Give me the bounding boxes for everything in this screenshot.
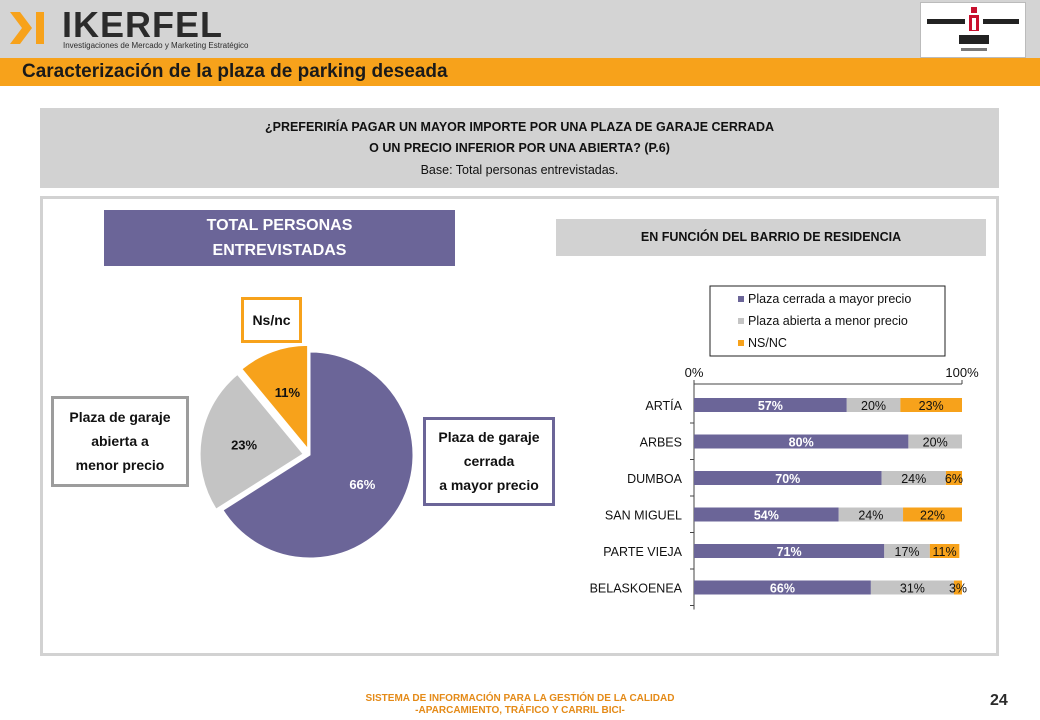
bar-segment-abierta	[884, 544, 930, 558]
page-number: 24	[990, 692, 1008, 709]
category-label: BELASKOENEA	[590, 582, 683, 596]
category-label: PARTE VIEJA	[603, 545, 682, 559]
bar-segment-nsnc	[953, 580, 962, 595]
bar-data-label-nsnc: 23%	[919, 399, 944, 413]
bar-data-label-abierta: 20%	[861, 399, 886, 413]
pie-slice-abierta	[199, 373, 304, 510]
bar-segment-abierta	[908, 434, 962, 449]
bar-data-label-abierta: 24%	[901, 472, 926, 486]
bar-segment-nsnc	[900, 398, 962, 412]
logo-name: IKERFEL	[62, 4, 224, 45]
legend-label-cerrada: Plaza cerrada a mayor precio	[748, 292, 911, 306]
legend-label-nsnc: NS/NC	[748, 336, 787, 350]
question-line-2: O UN PRECIO INFERIOR POR UNA ABIERTA? (P…	[369, 141, 670, 155]
bar-segment-cerrada	[694, 580, 871, 595]
category-label: ARBES	[640, 436, 682, 450]
bar-data-label-abierta: 31%	[900, 582, 925, 596]
bar-segment-cerrada	[694, 507, 839, 522]
bar-legend-box	[709, 285, 946, 357]
bar-segment-cerrada	[694, 544, 885, 558]
bar-segment-nsnc	[945, 471, 962, 485]
category-label: SAN MIGUEL	[605, 509, 682, 523]
footer-line-1: SISTEMA DE INFORMACIÓN PARA LA GESTIÓN D…	[365, 693, 675, 704]
legend-swatch-nsnc	[738, 340, 744, 346]
bar-data-label-nsnc: 22%	[920, 509, 945, 523]
callout-abierta: Plaza de garaje abierta a menor precio	[51, 396, 189, 487]
footer-line-2: -APARCAMIENTO, TRÁFICO Y CARRIL BICI-	[415, 705, 625, 716]
bar-data-label-cerrada: 71%	[777, 545, 802, 559]
total-header: TOTAL PERSONAS ENTREVISTADAS	[104, 210, 455, 266]
callout-abierta-line-1: Plaza de garaje	[69, 409, 171, 425]
bar-data-label-nsnc: 11%	[933, 545, 957, 559]
bar-segment-nsnc	[929, 544, 960, 558]
bar-data-label-abierta: 17%	[895, 545, 920, 559]
total-header-line-1: TOTAL PERSONAS	[206, 217, 353, 234]
bar-data-label-nsnc: 3%	[949, 582, 967, 596]
category-label: ARTÍA	[645, 398, 682, 413]
pie-label-nsnc: 11%	[275, 385, 301, 400]
pie-label-cerrada: 66%	[349, 477, 375, 492]
question-line-1: ¿PREFERIRÍA PAGAR UN MAYOR IMPORTE POR U…	[264, 120, 775, 134]
callout-cerrada: Plaza de garaje cerrada a mayor precio	[423, 417, 555, 506]
axis-label-max: 100%	[945, 365, 979, 380]
category-label: DUMBOA	[627, 472, 683, 486]
ikerfel-chevron-icon	[10, 12, 44, 44]
bar-data-label-cerrada: 66%	[770, 582, 795, 596]
bar-segment-abierta	[846, 398, 901, 412]
bar-legend: Plaza cerrada a mayor precio Plaza abiert…	[709, 285, 946, 357]
header-band	[0, 0, 1040, 58]
bar-segment-abierta	[838, 507, 904, 522]
pie-chart: 66% 23% 11%	[199, 344, 414, 559]
question-base: Base: Total personas entrevistadas.	[420, 163, 619, 177]
bar-segment-cerrada	[694, 398, 847, 412]
legend-swatch-cerrada	[738, 296, 744, 302]
callout-cerrada-line-3: a mayor precio	[439, 477, 539, 493]
legend-label-abierta: Plaza abierta a menor precio	[748, 314, 908, 328]
bar-data-label-cerrada: 80%	[789, 436, 814, 450]
barrio-header: EN FUNCIÓN DEL BARRIO DE RESIDENCIA	[556, 219, 986, 256]
logo-tagline: Investigaciones de Mercado y Marketing E…	[63, 41, 249, 50]
callout-abierta-line-2: abierta a	[91, 433, 149, 449]
legend-swatch-abierta	[738, 318, 744, 324]
title-bar	[0, 58, 1040, 86]
bar-segment-nsnc	[903, 507, 962, 522]
bar-data-label-cerrada: 57%	[758, 399, 783, 413]
pie-slice-nsnc	[241, 344, 309, 450]
bar-segment-abierta	[870, 580, 954, 595]
axis-label-min: 0%	[685, 365, 704, 380]
question-box: ¿PREFERIRÍA PAGAR UN MAYOR IMPORTE POR U…	[40, 108, 999, 188]
pie-slice-cerrada	[222, 351, 414, 559]
bar-segment-abierta	[881, 471, 946, 485]
bar-data-label-abierta: 24%	[858, 509, 883, 523]
callout-cerrada-line-1: Plaza de garaje	[438, 429, 540, 445]
pie-label-abierta: 23%	[231, 438, 257, 453]
irun-municipal-logo-icon	[920, 2, 1026, 58]
bar-data-label-nsnc: 6%	[945, 472, 963, 486]
callout-nsnc: Ns/nc	[241, 297, 302, 343]
bar-data-label-cerrada: 70%	[775, 472, 800, 486]
bar-segment-cerrada	[694, 471, 882, 485]
bar-data-label-abierta: 20%	[923, 436, 948, 450]
total-header-line-2: ENTREVISTADAS	[212, 242, 347, 259]
bar-data-label-cerrada: 54%	[754, 509, 779, 523]
footer-text: SISTEMA DE INFORMACIÓN PARA LA GESTIÓN D…	[280, 693, 760, 717]
bar-segment-cerrada	[694, 434, 909, 449]
page-title: Caracterización de la plaza de parking d…	[22, 61, 448, 82]
callout-abierta-line-3: menor precio	[75, 457, 165, 473]
callout-cerrada-line-2: cerrada	[463, 453, 515, 469]
stacked-bar-chart: Plaza cerrada a mayor precio Plaza abiert…	[590, 285, 979, 610]
